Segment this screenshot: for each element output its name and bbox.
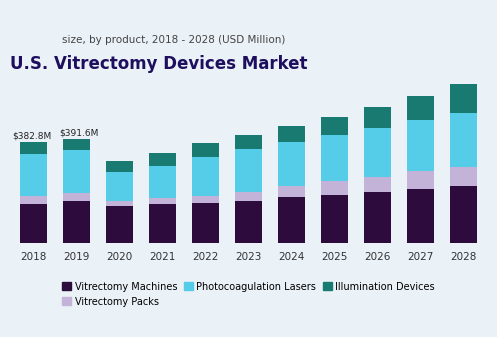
Bar [407,171,434,189]
Bar [192,143,219,157]
Bar [364,107,391,128]
Bar [364,128,391,177]
Legend: Vitrectomy Machines, Vitrectomy Packs, Photocoagulation Lasers, Illumination Dev: Vitrectomy Machines, Vitrectomy Packs, P… [59,278,438,310]
Bar [407,189,434,243]
Bar [63,151,90,193]
Bar [192,157,219,195]
Text: U.S. Vitrectomy Devices Market: U.S. Vitrectomy Devices Market [10,55,308,72]
Bar [192,195,219,203]
Bar [450,186,477,243]
Bar [20,154,47,196]
Bar [278,186,305,197]
Bar [106,201,133,206]
Bar [235,149,262,192]
Bar [106,172,133,201]
Bar [407,96,434,120]
Bar [278,142,305,186]
Text: $391.6M: $391.6M [59,129,98,138]
Bar [321,117,348,135]
Bar [450,113,477,166]
Bar [106,206,133,243]
Bar [149,166,176,198]
Bar [278,197,305,243]
Bar [321,135,348,181]
Bar [192,203,219,243]
Bar [20,142,47,154]
Bar [450,84,477,113]
Bar [63,193,90,201]
Bar [235,201,262,243]
Bar [321,181,348,195]
Bar [149,153,176,166]
Text: $382.8M: $382.8M [12,131,51,140]
Bar [20,204,47,243]
Bar [321,195,348,243]
Bar [20,196,47,204]
Bar [407,120,434,171]
Text: size, by product, 2018 - 2028 (USD Million): size, by product, 2018 - 2028 (USD Milli… [62,35,285,45]
Bar [235,192,262,201]
Bar [63,140,90,151]
Bar [106,161,133,172]
Bar [278,126,305,142]
Bar [149,198,176,205]
Bar [235,135,262,149]
Bar [63,201,90,243]
Bar [450,166,477,186]
Bar [149,205,176,243]
Bar [364,192,391,243]
Bar [364,177,391,192]
